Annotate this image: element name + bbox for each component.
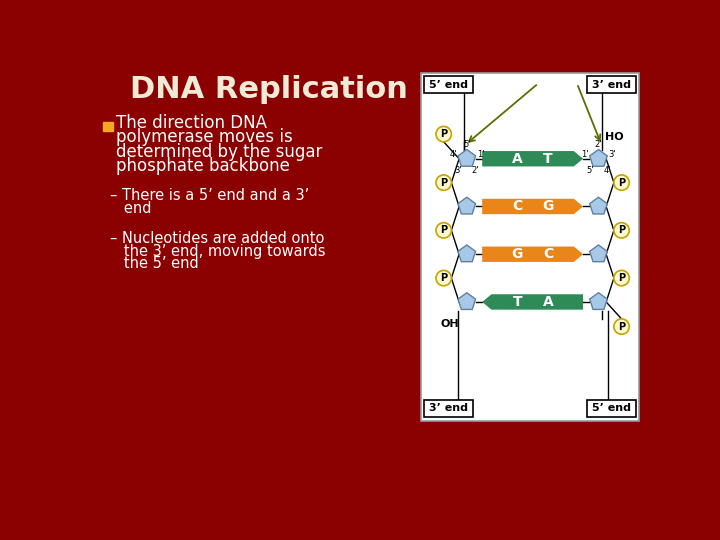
Circle shape	[436, 126, 451, 142]
Polygon shape	[590, 245, 607, 262]
Text: DNA Replication: DNA Replication	[130, 75, 408, 104]
Text: 2': 2'	[595, 140, 602, 149]
Text: 1': 1'	[477, 150, 485, 159]
Text: P: P	[618, 273, 625, 283]
Polygon shape	[458, 245, 476, 262]
Circle shape	[436, 222, 451, 238]
Polygon shape	[458, 150, 476, 166]
Text: 3’ end: 3’ end	[429, 403, 468, 413]
Text: 1': 1'	[581, 150, 588, 159]
Text: 3': 3'	[454, 166, 462, 175]
FancyBboxPatch shape	[421, 72, 639, 421]
FancyBboxPatch shape	[587, 76, 636, 93]
Text: The direction DNA: The direction DNA	[117, 113, 267, 132]
Text: 5': 5'	[463, 140, 471, 149]
Polygon shape	[458, 293, 476, 309]
Polygon shape	[590, 150, 607, 166]
Text: P: P	[618, 178, 625, 187]
Circle shape	[436, 271, 451, 286]
Text: Carbons are
labeled: Carbons are labeled	[552, 77, 620, 99]
Text: P: P	[618, 322, 625, 332]
Circle shape	[614, 271, 629, 286]
Text: – Nucleotides are added onto: – Nucleotides are added onto	[110, 231, 325, 246]
Text: C: C	[543, 247, 553, 261]
FancyBboxPatch shape	[587, 400, 636, 417]
Text: HO: HO	[605, 132, 624, 142]
Bar	[104, 122, 112, 131]
Polygon shape	[482, 247, 583, 262]
Text: end: end	[110, 200, 152, 215]
Text: – There is a 5’ end and a 3’: – There is a 5’ end and a 3’	[110, 188, 310, 203]
Text: OH: OH	[441, 319, 459, 328]
Text: P: P	[618, 225, 625, 235]
Text: A: A	[543, 295, 554, 309]
Text: 3': 3'	[608, 150, 616, 159]
Circle shape	[614, 319, 629, 334]
Text: P: P	[440, 273, 447, 283]
Text: A: A	[512, 152, 523, 166]
Text: 5’ end: 5’ end	[429, 80, 468, 90]
Text: the 5’ end: the 5’ end	[110, 256, 199, 271]
Circle shape	[436, 175, 451, 190]
Circle shape	[614, 222, 629, 238]
Circle shape	[614, 175, 629, 190]
Text: P: P	[440, 225, 447, 235]
Text: 5’ end: 5’ end	[592, 403, 631, 413]
Polygon shape	[458, 197, 476, 214]
Text: T: T	[543, 152, 553, 166]
Text: determined by the sugar: determined by the sugar	[117, 143, 323, 161]
Polygon shape	[590, 293, 607, 309]
Text: 2': 2'	[472, 166, 479, 175]
Text: 3’ end: 3’ end	[592, 80, 631, 90]
Polygon shape	[482, 199, 583, 214]
Text: the 3’ end, moving towards: the 3’ end, moving towards	[110, 244, 325, 259]
Text: 4': 4'	[603, 166, 611, 175]
Text: 5': 5'	[586, 166, 593, 175]
FancyBboxPatch shape	[423, 76, 473, 93]
Text: 4': 4'	[449, 150, 456, 159]
Text: C: C	[512, 199, 522, 213]
Text: phosphate backbone: phosphate backbone	[117, 158, 290, 176]
Text: G: G	[511, 247, 523, 261]
Text: polymerase moves is: polymerase moves is	[117, 128, 293, 146]
Text: P: P	[440, 178, 447, 187]
Text: G: G	[542, 199, 554, 213]
Text: T: T	[513, 295, 522, 309]
FancyBboxPatch shape	[423, 400, 473, 417]
Text: P: P	[440, 129, 447, 139]
Polygon shape	[482, 294, 583, 309]
Polygon shape	[590, 197, 607, 214]
Polygon shape	[482, 151, 583, 166]
